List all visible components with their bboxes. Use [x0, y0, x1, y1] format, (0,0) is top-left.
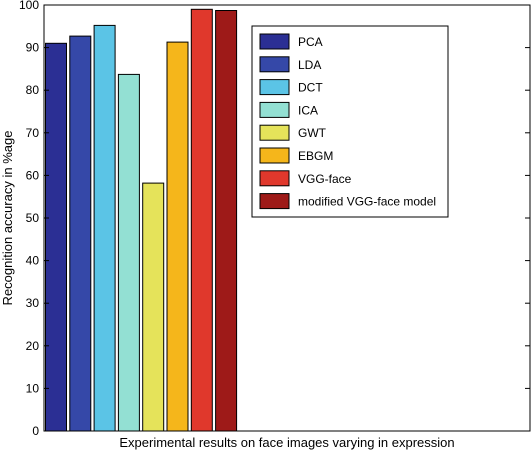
- x-axis-title: Experimental results on face images vary…: [119, 435, 454, 450]
- y-tick-label: 30: [26, 296, 40, 310]
- y-tick-label: 20: [26, 339, 40, 353]
- legend-label: modified VGG-face model: [298, 195, 436, 209]
- y-tick-label: 50: [26, 211, 40, 225]
- y-axis-title: Recognition accuracy in %age: [0, 131, 15, 306]
- bars-group: [45, 8, 238, 432]
- bar-modified-vgg-face-model: [215, 10, 238, 432]
- bar-ebgm: [166, 41, 189, 432]
- legend-swatch: [259, 101, 290, 118]
- y-tick-label: 10: [26, 381, 40, 395]
- legend-swatch: [259, 56, 290, 73]
- y-tick-label: 40: [26, 254, 40, 268]
- bar-vgg-face: [190, 8, 213, 432]
- y-axis-ticks: 0 10 20 30 40 50 60 70 80 90 100: [19, 0, 530, 438]
- legend-swatch: [259, 33, 290, 50]
- legend-label: PCA: [298, 35, 323, 49]
- legend-swatch: [259, 79, 290, 96]
- bar-ica: [117, 73, 140, 432]
- legend-swatch: [259, 124, 290, 141]
- legend-label: GWT: [298, 126, 327, 140]
- bar-gwt: [142, 182, 165, 432]
- y-tick-label: 100: [19, 0, 39, 12]
- bar-pca: [45, 42, 67, 432]
- y-tick-label: 60: [26, 168, 40, 182]
- legend-swatch: [259, 147, 290, 164]
- legend-swatch: [259, 193, 290, 210]
- bar-dct: [93, 24, 116, 432]
- legend-swatch: [259, 170, 290, 187]
- y-tick-label: 70: [26, 126, 40, 140]
- legend: PCA LDA DCT ICA GWT EBGM VGG-face modified VGG-…: [251, 25, 449, 218]
- legend-box: [251, 25, 449, 218]
- legend-label: DCT: [298, 81, 323, 95]
- bar-lda: [69, 35, 92, 432]
- y-tick-label: 90: [26, 41, 40, 55]
- legend-label: VGG-face: [298, 172, 352, 186]
- y-tick-label: 80: [26, 83, 40, 97]
- legend-label: ICA: [298, 103, 318, 117]
- y-tick-label: 0: [32, 424, 39, 438]
- legend-label: LDA: [298, 58, 321, 72]
- legend-label: EBGM: [298, 149, 333, 163]
